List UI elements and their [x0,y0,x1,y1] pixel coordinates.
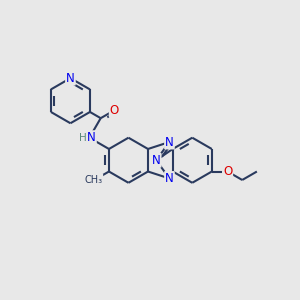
Text: H: H [79,133,87,143]
Text: N: N [66,72,75,85]
Text: CH₃: CH₃ [84,175,102,184]
Text: N: N [87,131,96,144]
Text: N: N [152,154,161,167]
Text: N: N [165,172,174,185]
Text: O: O [223,165,232,178]
Text: N: N [165,136,174,148]
Text: O: O [110,104,119,117]
